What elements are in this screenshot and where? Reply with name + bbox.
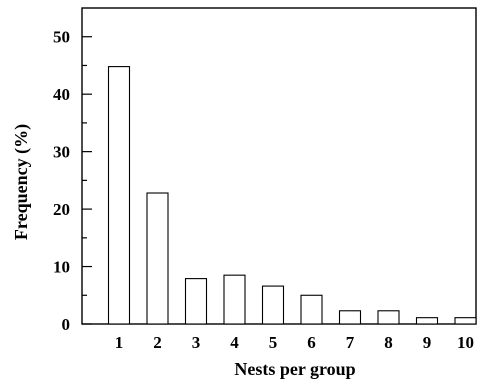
x-tick-label: 2 [153,333,162,352]
x-tick-label: 6 [307,333,316,352]
plot-frame [81,7,477,325]
y-tick-label: 50 [53,28,70,47]
bar [377,310,400,325]
x-tick-label: 5 [269,333,278,352]
bar [223,274,246,325]
bar [261,285,285,325]
x-tick-label: 4 [230,333,239,352]
x-tick-label: 7 [346,333,355,352]
y-tick-label: 40 [53,85,70,104]
y-axis: 0 10 20 30 40 50 [53,28,92,334]
x-tick-label: 3 [192,333,201,352]
bars [107,66,477,325]
bar [454,317,477,325]
bar [107,66,131,325]
y-axis-title: Frequency (%) [11,124,32,240]
bar [300,294,323,325]
plot-border [81,7,477,325]
y-tick-label: 0 [62,315,71,334]
bar [184,278,208,325]
x-tick-label: 1 [115,333,124,352]
bar [146,192,169,325]
bar [338,310,362,325]
x-tick-label: 9 [423,333,432,352]
y-tick-label: 30 [53,143,70,162]
bar [415,317,439,325]
x-axis-title: Nests per group [234,359,355,379]
y-tick-label: 20 [53,200,70,219]
x-tick-label: 8 [384,333,393,352]
y-tick-label: 10 [53,258,70,277]
x-tick-label: 10 [457,333,474,352]
